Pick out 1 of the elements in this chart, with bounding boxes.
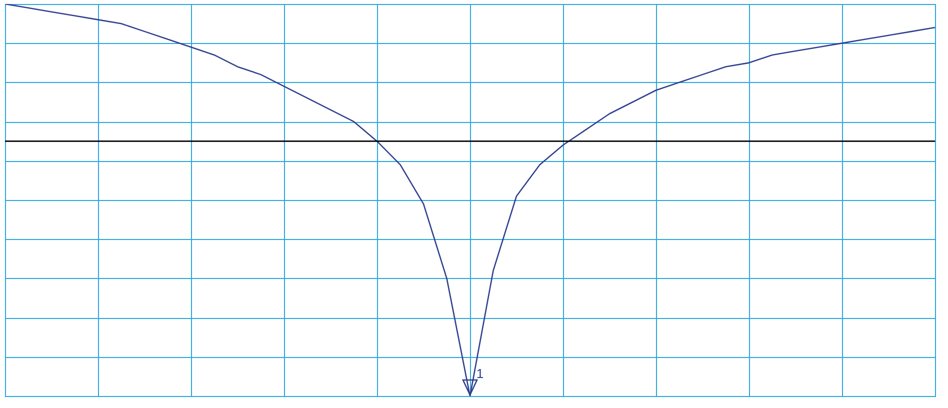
annotation: 1 [476, 366, 484, 381]
